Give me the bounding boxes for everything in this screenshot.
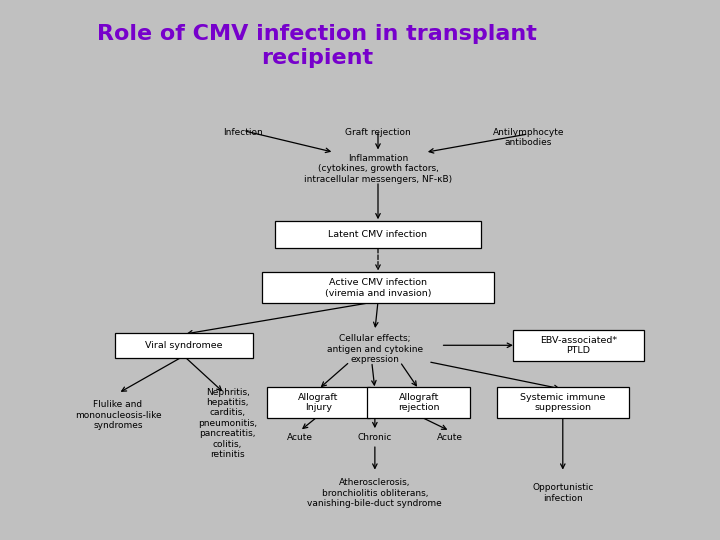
Text: Nephritis,
hepatitis,
carditis,
pneumonitis,
pancreatitis,
colitis,
retinitis: Nephritis, hepatitis, carditis, pneumoni… <box>198 388 257 459</box>
Text: Viral syndromee: Viral syndromee <box>145 341 222 350</box>
FancyBboxPatch shape <box>262 272 494 303</box>
Text: Systemic immune
suppression: Systemic immune suppression <box>520 393 606 413</box>
Text: Atherosclerosis,
bronchiolitis obliterans,
vanishing-bile-duct syndrome: Atherosclerosis, bronchiolitis obliteran… <box>307 478 442 508</box>
Text: Acute: Acute <box>287 433 312 442</box>
Text: Antilymphocyte
antibodies: Antilymphocyte antibodies <box>492 128 564 147</box>
Text: Role of CMV infection in transplant
recipient: Role of CMV infection in transplant reci… <box>97 24 536 68</box>
Text: Acute: Acute <box>437 433 463 442</box>
Text: Allograft
Injury: Allograft Injury <box>298 393 338 413</box>
Text: Opportunistic
infection: Opportunistic infection <box>532 483 593 503</box>
Text: Graft rejection: Graft rejection <box>345 128 411 137</box>
Text: Cellular effects;
antigen and cytokine
expression: Cellular effects; antigen and cytokine e… <box>327 334 423 364</box>
Text: Inflammation
(cytokines, growth factors,
intracellular messengers, NF-κB): Inflammation (cytokines, growth factors,… <box>304 154 452 184</box>
Text: Flulike and
mononucleosis-like
syndromes: Flulike and mononucleosis-like syndromes <box>75 400 161 430</box>
FancyBboxPatch shape <box>267 387 370 418</box>
FancyBboxPatch shape <box>497 387 629 418</box>
Text: Latent CMV infection: Latent CMV infection <box>328 230 428 239</box>
Text: Infection: Infection <box>223 128 264 137</box>
FancyBboxPatch shape <box>513 330 644 361</box>
Text: Active CMV infection
(viremia and invasion): Active CMV infection (viremia and invasi… <box>325 278 431 298</box>
Text: Allograft
rejection: Allograft rejection <box>398 393 439 413</box>
Text: EBV-associated*
PTLD: EBV-associated* PTLD <box>540 335 617 355</box>
FancyBboxPatch shape <box>115 333 253 358</box>
FancyBboxPatch shape <box>367 387 470 418</box>
FancyBboxPatch shape <box>274 221 482 248</box>
Text: Chronic: Chronic <box>358 433 392 442</box>
